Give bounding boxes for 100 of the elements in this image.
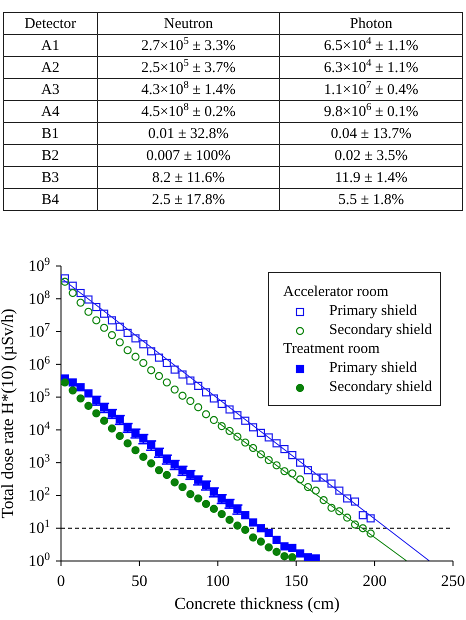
annotation: Treatment room	[283, 340, 381, 359]
point	[147, 347, 156, 356]
point	[304, 553, 312, 561]
point	[124, 439, 132, 448]
point	[350, 520, 360, 529]
y-tick-label: 10$^{6}$	[28, 354, 50, 374]
y-tick-label: 10$^{5}$	[28, 387, 50, 406]
point	[147, 366, 156, 374]
x-tick-label: 150	[284, 573, 308, 590]
text: 4.5×10$^{8}$ ± 0.2%	[97, 100, 280, 122]
point	[178, 370, 187, 379]
point	[68, 288, 77, 298]
point	[358, 524, 367, 532]
point	[84, 402, 93, 410]
point	[320, 496, 328, 504]
text: 9.8×10$^{6}$ ± 0.1%	[280, 100, 462, 122]
point	[248, 518, 258, 527]
y-tick-label: 10$^{0}$	[28, 551, 50, 570]
text: 6.5×10$^{4}$ ± 1.1%	[280, 34, 462, 56]
point	[170, 478, 179, 486]
point	[76, 288, 85, 298]
point	[210, 416, 218, 424]
y-tick-label: 10$^{3}$	[28, 452, 50, 472]
text: B1	[4, 122, 98, 144]
text: A4	[4, 100, 98, 122]
point	[100, 324, 108, 332]
point	[335, 486, 344, 495]
point	[225, 405, 234, 414]
point	[186, 490, 194, 498]
point	[296, 458, 304, 467]
point	[202, 410, 210, 418]
point	[186, 376, 194, 385]
point	[170, 366, 179, 374]
point	[76, 383, 85, 392]
point	[84, 295, 93, 304]
point	[162, 378, 171, 387]
text: 5.5 ± 1.8%	[280, 188, 462, 210]
text: 11.9 ± 1.4%	[280, 166, 462, 188]
point	[233, 432, 242, 441]
point	[116, 322, 124, 331]
point	[194, 494, 202, 503]
text: 0.02 ± 3.5%	[280, 144, 462, 166]
point	[280, 552, 289, 560]
point	[68, 378, 77, 387]
text: B4	[4, 188, 98, 210]
point	[84, 308, 93, 316]
point	[202, 500, 210, 508]
x-tick-label: 200	[362, 573, 387, 590]
point	[288, 469, 296, 478]
text: 6.3×10$^{4}$ ± 1.1%	[280, 56, 462, 78]
point	[312, 474, 320, 482]
point	[131, 446, 140, 454]
point	[272, 536, 281, 544]
point	[366, 529, 375, 538]
point	[312, 486, 320, 495]
text: 4.3×10$^{8}$ ± 1.4%	[97, 78, 280, 100]
point	[61, 378, 70, 387]
point	[304, 482, 312, 492]
point	[139, 340, 148, 348]
annotation: Accelerator room	[283, 283, 390, 302]
point	[218, 400, 226, 408]
point	[280, 542, 289, 550]
point	[194, 382, 202, 390]
point	[218, 422, 226, 430]
point	[366, 514, 375, 522]
point	[131, 334, 140, 342]
point	[92, 409, 100, 418]
point	[218, 510, 226, 518]
point	[131, 352, 140, 361]
point	[108, 316, 116, 324]
point	[256, 450, 266, 458]
text: 8.2 ± 11.6%	[97, 166, 280, 188]
point	[272, 461, 281, 470]
point	[327, 504, 336, 512]
point	[288, 544, 296, 552]
point	[92, 316, 100, 324]
point	[202, 388, 210, 396]
x-axis-title: Concrete thickness (cm)	[174, 594, 340, 613]
point	[320, 474, 328, 482]
point	[343, 514, 352, 522]
point	[116, 338, 124, 346]
point	[327, 479, 336, 488]
point	[68, 282, 77, 290]
point	[210, 394, 218, 403]
point	[147, 459, 156, 468]
y-axis-title: Total dose rate H*(10) (µSv/h)	[0, 308, 18, 518]
point	[116, 432, 124, 440]
text: 2.5×10$^{5}$ ± 3.7%	[97, 56, 280, 78]
point	[68, 386, 77, 395]
point	[272, 439, 281, 448]
point	[61, 278, 70, 286]
point	[248, 423, 258, 432]
point	[162, 470, 171, 480]
text: B3	[4, 166, 98, 188]
point	[139, 358, 148, 368]
point	[288, 451, 296, 460]
x-tick-label: 50	[131, 573, 148, 590]
point	[108, 424, 116, 433]
point	[280, 444, 289, 454]
point	[108, 330, 116, 340]
